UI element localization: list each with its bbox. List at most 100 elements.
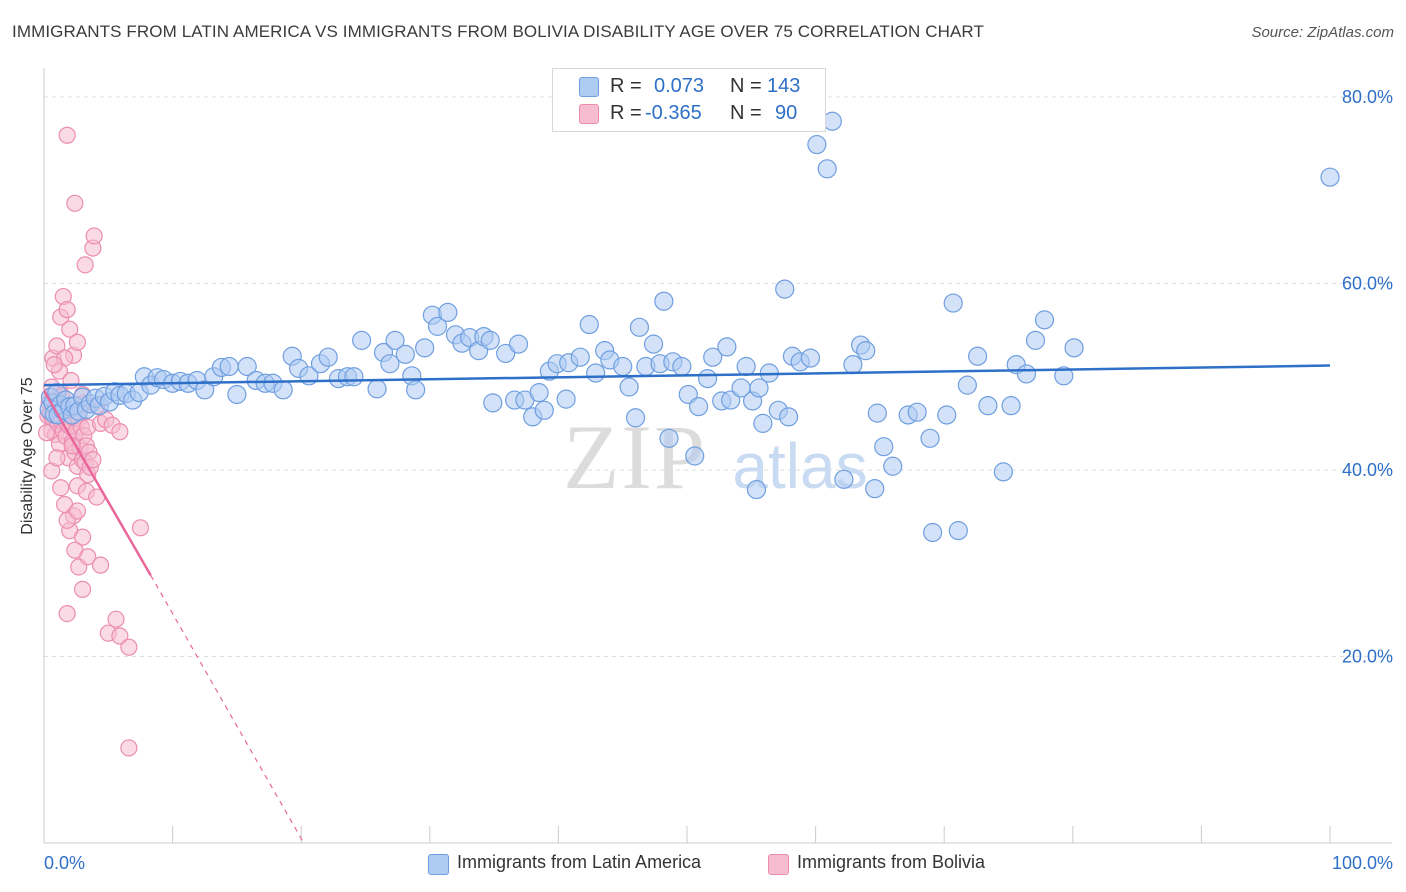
y-tick-label: 40.0% [1342, 460, 1393, 480]
legend-swatch-pink [579, 104, 599, 124]
latin-america-point [993, 462, 1013, 482]
latin-america-point [923, 522, 943, 543]
legend-n-label: N = [730, 75, 762, 97]
latin-america-point [688, 396, 709, 417]
bolivia-point [52, 479, 70, 497]
latin-america-point [629, 317, 650, 337]
chart-title: IMMIGRANTS FROM LATIN AMERICA VS IMMIGRA… [12, 22, 984, 41]
bolivia-point [76, 256, 94, 274]
legend-swatch-blue [579, 77, 599, 97]
latin-america-point [318, 347, 338, 367]
bolivia-point [45, 356, 63, 374]
latin-america-point [943, 293, 963, 313]
latin-america-point [654, 291, 674, 311]
legend-r-value: -0.365 [645, 102, 702, 124]
bolivia-point [73, 528, 92, 546]
latin-america-point [907, 402, 927, 422]
latin-america-point [395, 344, 415, 364]
latin-america-point [867, 403, 887, 423]
bolivia-trend-line-extension [150, 575, 305, 844]
latin-america-point [703, 347, 723, 367]
latin-america-point [367, 379, 387, 399]
bolivia-point [131, 519, 150, 537]
legend-r-label: R = [610, 102, 642, 124]
latin-america-point [227, 384, 247, 405]
latin-america-point [534, 400, 554, 420]
latin-america-point [753, 413, 773, 433]
bottom-legend-bolivia: Immigrants from Bolivia [768, 851, 1028, 877]
bolivia-point [61, 320, 79, 338]
bolivia-point [111, 423, 129, 441]
latin-america-point [883, 456, 903, 476]
source-label: Source: ZipAtlas.com [1251, 24, 1394, 41]
latin-america-point [508, 334, 529, 354]
legend-r-value: 0.073 [654, 75, 705, 97]
latin-america-point [352, 330, 372, 350]
latin-america-series [39, 111, 1340, 543]
bolivia-point [91, 556, 110, 574]
latin-america-point [948, 521, 968, 541]
bolivia-point [120, 739, 138, 757]
latin-america-point [749, 378, 769, 398]
latin-america-point [619, 377, 639, 397]
x-tick-label: 0.0% [44, 853, 85, 873]
bottom-legend-swatch-pink [768, 854, 789, 875]
bottom-legend-latin-america: Immigrants from Latin America [428, 851, 748, 877]
latin-america-point [1001, 396, 1021, 416]
y-tick-label: 20.0% [1342, 647, 1393, 667]
bolivia-point [68, 502, 87, 520]
latin-america-point [775, 279, 795, 299]
latin-america-point [586, 363, 606, 383]
bolivia-point [120, 638, 138, 656]
latin-america-point [556, 389, 576, 409]
latin-america-point [1320, 167, 1340, 187]
trend-lines [42, 364, 1331, 844]
latin-america-point [920, 428, 940, 448]
bottom-legend-swatch-blue [428, 854, 449, 875]
latin-america-point [865, 479, 885, 499]
latin-america-point [672, 356, 692, 377]
latin-america-point [968, 346, 988, 366]
latin-america-point [659, 428, 679, 448]
latin-america-point [427, 316, 448, 336]
y-tick-label: 80.0% [1342, 87, 1393, 107]
bolivia-point [58, 301, 76, 319]
y-axis-label: Disability Age Over 75 [19, 377, 36, 535]
bolivia-point [85, 227, 103, 245]
latin-america-point [406, 380, 426, 400]
latin-america-point [856, 341, 876, 361]
latin-america-point [778, 407, 799, 427]
bolivia-point [107, 610, 125, 628]
latin-america-point [874, 437, 894, 457]
bolivia-point [37, 424, 56, 442]
latin-america-point [273, 380, 293, 400]
latin-america-point [415, 338, 435, 358]
tick-labels: 20.0% 40.0% 60.0% 80.0% 0.0% 100.0% [44, 87, 1393, 873]
latin-america-point [697, 369, 718, 389]
latin-america-point [438, 302, 458, 323]
latin-america-point [817, 159, 837, 179]
latin-america-point [1025, 330, 1046, 350]
bolivia-point [73, 580, 92, 598]
bolivia-point [68, 333, 87, 351]
latin-america-point [385, 330, 405, 350]
latin-america-point [1064, 338, 1084, 358]
latin-america-point [579, 314, 599, 335]
bolivia-series [37, 126, 150, 757]
latin-america-point [219, 356, 239, 377]
latin-america-trend-line [43, 364, 1331, 387]
latin-america-point [237, 356, 257, 377]
bolivia-point [48, 337, 66, 355]
latin-america-point [570, 347, 590, 367]
latin-america-point [1054, 366, 1074, 386]
bolivia-point [62, 371, 80, 390]
latin-america-point [480, 330, 500, 350]
latin-america-point [529, 383, 549, 403]
bolivia-point [111, 627, 129, 645]
x-tick-label: 100.0% [1332, 853, 1393, 873]
latin-america-point [195, 380, 215, 400]
latin-america-point [380, 354, 400, 374]
bolivia-point [79, 548, 97, 566]
latin-america-point [746, 479, 767, 500]
